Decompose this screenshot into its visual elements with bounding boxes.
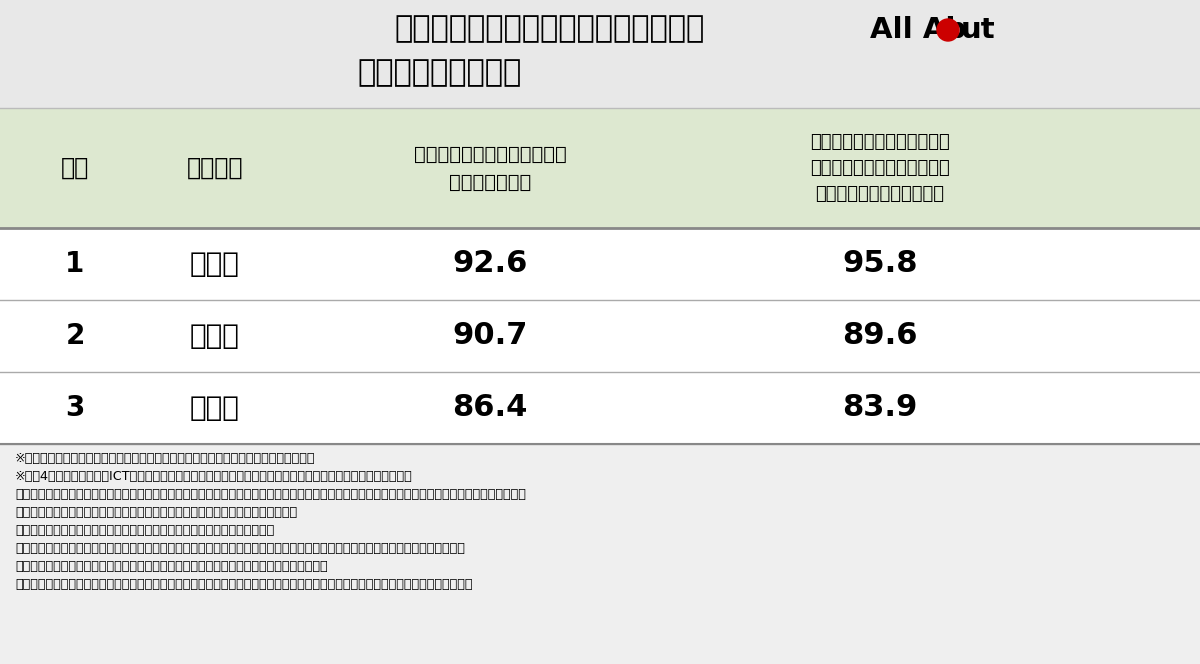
Text: 都道府県: 都道府県 (187, 156, 244, 180)
FancyBboxPatch shape (0, 108, 1200, 228)
Text: 86.4: 86.4 (452, 394, 528, 422)
Text: ※以下4項目の児童生徒のICT活用を始動する能力について「できる」「ややできる」と回答した教員の割合平均: ※以下4項目の児童生徒のICT活用を始動する能力について「できる」「ややできる」… (14, 470, 413, 483)
Text: ut: ut (961, 16, 996, 44)
Text: 順位: 順位 (61, 156, 89, 180)
Text: 2: 2 (65, 322, 85, 350)
FancyBboxPatch shape (0, 444, 1200, 664)
Text: 愛媛県: 愛媛県 (190, 250, 240, 278)
Text: 徳島県: 徳島県 (190, 322, 240, 350)
Text: All Ab: All Ab (870, 16, 966, 44)
Text: 教員の割合平均: 教員の割合平均 (449, 173, 532, 191)
Text: 90.7: 90.7 (452, 321, 528, 351)
Text: 児童生徒のＩＣＴ活用を指導する能力: 児童生徒のＩＣＴ活用を指導する能力 (395, 14, 706, 43)
Text: ・児童生徒が互いの考えを交換し共有して話合いなどができるように，コンピュータやソフトウェアなどを活用することを指導する。: ・児童生徒が互いの考えを交換し共有して話合いなどができるように，コンピュータやソ… (14, 578, 473, 591)
Text: 文章・表・グラフ・図などに分かりやすくまとめたりすることができるように指導する。: 文章・表・グラフ・図などに分かりやすくまとめたりすることができるように指導する。 (14, 560, 328, 573)
Text: 3: 3 (65, 394, 85, 422)
Text: 83.9: 83.9 (842, 394, 918, 422)
Text: 令和３年度中にＩＣＴ活用指: 令和３年度中にＩＣＴ活用指 (810, 133, 950, 151)
Text: 95.8: 95.8 (842, 250, 918, 278)
Text: 岡山県: 岡山県 (190, 394, 240, 422)
Text: 92.6: 92.6 (452, 250, 528, 278)
Text: ※文部科学省「学校における教育の情報化の実態等に関する調査」の数値をもとに作成: ※文部科学省「学校における教育の情報化の実態等に関する調査」の数値をもとに作成 (14, 452, 316, 465)
Text: ・学習活動に必要な，コンピュータなどの基本的な操作技能（文字入力やファイル操作など）を児童生徒が身に付けることができるように指導する。: ・学習活動に必要な，コンピュータなどの基本的な操作技能（文字入力やファイル操作な… (14, 488, 526, 501)
Text: 89.6: 89.6 (842, 321, 918, 351)
Text: 研修を受講した教員の割合: 研修を受講した教員の割合 (816, 185, 944, 203)
Text: ・児童生徒がコンピュータやインターネットなどを活用して，情報を収集したり，: ・児童生徒がコンピュータやインターネットなどを活用して，情報を収集したり， (14, 506, 298, 519)
Text: 目的に応じた情報や信頼できる情報を選択したりできるように指導する。: 目的に応じた情報や信頼できる情報を選択したりできるように指導する。 (14, 524, 275, 537)
Text: 「できる」「ややできる」の: 「できる」「ややできる」の (414, 145, 566, 163)
Circle shape (937, 19, 959, 41)
Text: 都道府県ランキング: 都道府県ランキング (358, 58, 522, 87)
Text: 1: 1 (65, 250, 85, 278)
Text: ・児童生徒がワープロソフト・表計算ソフト・プレゼンテーションソフトなどを活用して，調べたことや自分の考えを整理したり，: ・児童生徒がワープロソフト・表計算ソフト・プレゼンテーションソフトなどを活用して… (14, 542, 464, 555)
Text: 導力の状況の各項目に関する: 導力の状況の各項目に関する (810, 159, 950, 177)
FancyBboxPatch shape (0, 0, 1200, 108)
FancyBboxPatch shape (0, 228, 1200, 444)
